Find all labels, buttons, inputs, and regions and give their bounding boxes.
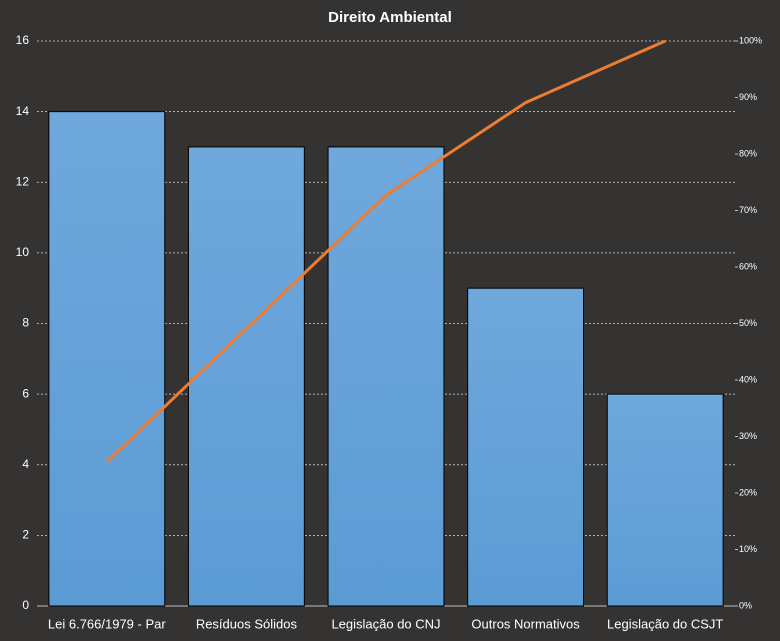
y2-tick-label: 20% [739, 487, 757, 497]
bar [187, 146, 305, 607]
x-tick-label: Resíduos Sólidos [196, 616, 298, 631]
y-tick-label: 2 [22, 528, 29, 542]
y-tick-label: 12 [16, 174, 30, 188]
y-tick-label: 4 [22, 457, 29, 471]
x-tick-label: Legislação do CNJ [331, 616, 440, 631]
bar [606, 393, 724, 607]
y-tick-label: 10 [16, 245, 30, 259]
bar [467, 287, 585, 607]
y2-tick-label: 100% [739, 35, 762, 45]
y2-tick-label: 0% [739, 600, 752, 610]
y2-tick-label: 70% [739, 205, 757, 215]
chart-title: Direito Ambiental [328, 9, 452, 26]
bar [48, 111, 166, 607]
y-tick-label: 8 [22, 316, 29, 330]
y-tick-label: 0 [22, 598, 29, 612]
cumulative-line [105, 39, 666, 464]
bar [327, 146, 445, 607]
x-tick-label: Outros Normativos [471, 616, 580, 631]
y2-tick-label: 60% [739, 261, 757, 271]
y-tick-label: 16 [16, 33, 30, 47]
y2-tick-label: 30% [739, 431, 757, 441]
y2-tick-label: 10% [739, 544, 757, 554]
y-tick-label: 6 [22, 386, 29, 400]
y2-tick-label: 50% [739, 318, 757, 328]
y2-tick-label: 80% [739, 148, 757, 158]
x-tick-label: Legislação do CSJT [607, 616, 723, 631]
y2-tick-label: 40% [739, 374, 757, 384]
x-tick-label: Lei 6.766/1979 - Par [48, 616, 166, 631]
y2-tick-label: 90% [739, 92, 757, 102]
y-tick-label: 14 [16, 104, 30, 118]
